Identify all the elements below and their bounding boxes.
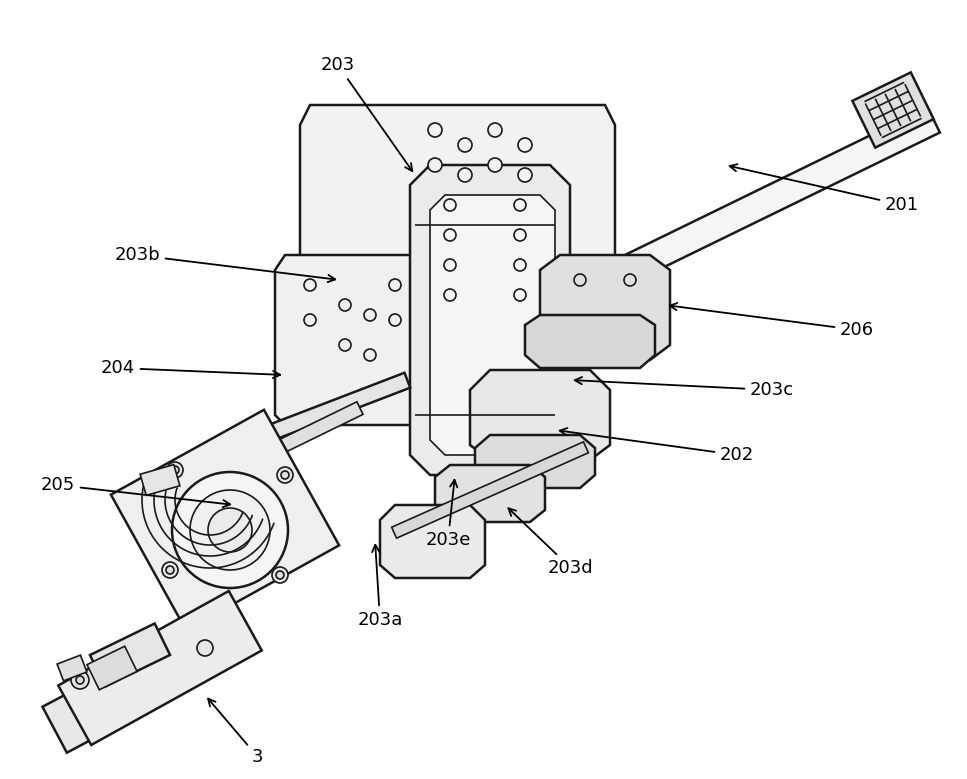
- Circle shape: [444, 259, 456, 271]
- Polygon shape: [435, 465, 545, 522]
- Polygon shape: [260, 373, 410, 443]
- Circle shape: [444, 289, 456, 301]
- Circle shape: [574, 324, 586, 336]
- Circle shape: [304, 314, 316, 326]
- Polygon shape: [267, 402, 363, 458]
- Circle shape: [514, 199, 526, 211]
- Circle shape: [272, 567, 288, 583]
- Text: 203c: 203c: [574, 377, 794, 399]
- Text: 203a: 203a: [358, 545, 402, 629]
- Polygon shape: [470, 370, 610, 460]
- Circle shape: [624, 324, 636, 336]
- Circle shape: [518, 138, 532, 152]
- Circle shape: [208, 508, 252, 552]
- Text: 203: 203: [321, 56, 412, 171]
- Circle shape: [574, 274, 586, 286]
- Circle shape: [389, 314, 401, 326]
- Text: 206: 206: [670, 303, 874, 339]
- Text: 203d: 203d: [509, 509, 594, 577]
- Polygon shape: [58, 591, 262, 745]
- Polygon shape: [57, 655, 87, 681]
- Circle shape: [166, 566, 174, 574]
- Text: 204: 204: [101, 359, 280, 378]
- Circle shape: [514, 229, 526, 241]
- Text: 205: 205: [41, 476, 230, 507]
- Polygon shape: [43, 637, 197, 753]
- Circle shape: [364, 309, 376, 321]
- Text: 202: 202: [560, 428, 754, 464]
- Circle shape: [514, 289, 526, 301]
- Polygon shape: [140, 464, 180, 495]
- Circle shape: [488, 158, 502, 172]
- Circle shape: [428, 123, 442, 137]
- Polygon shape: [430, 195, 555, 455]
- Circle shape: [76, 676, 84, 684]
- Polygon shape: [410, 165, 570, 475]
- Circle shape: [444, 229, 456, 241]
- Circle shape: [389, 279, 401, 291]
- Circle shape: [458, 168, 472, 182]
- Polygon shape: [550, 108, 940, 316]
- Circle shape: [624, 274, 636, 286]
- Circle shape: [171, 466, 179, 474]
- Polygon shape: [275, 255, 430, 425]
- Polygon shape: [90, 623, 170, 686]
- Polygon shape: [475, 435, 595, 488]
- Text: 203b: 203b: [114, 246, 336, 282]
- Circle shape: [162, 562, 178, 578]
- Polygon shape: [852, 72, 933, 147]
- Polygon shape: [87, 647, 137, 689]
- Circle shape: [197, 640, 213, 656]
- Polygon shape: [525, 315, 655, 368]
- Circle shape: [339, 339, 351, 351]
- Circle shape: [518, 168, 532, 182]
- Circle shape: [71, 671, 89, 689]
- Circle shape: [339, 299, 351, 311]
- Text: 201: 201: [730, 164, 919, 214]
- Circle shape: [364, 349, 376, 361]
- Polygon shape: [310, 280, 420, 395]
- Text: 3: 3: [208, 699, 263, 766]
- Circle shape: [514, 259, 526, 271]
- Circle shape: [444, 199, 456, 211]
- Circle shape: [167, 462, 183, 478]
- Circle shape: [277, 467, 293, 483]
- Circle shape: [276, 571, 284, 579]
- Circle shape: [458, 138, 472, 152]
- Text: 203e: 203e: [425, 480, 471, 549]
- Polygon shape: [380, 505, 485, 578]
- Circle shape: [281, 471, 289, 479]
- Circle shape: [428, 158, 442, 172]
- Polygon shape: [300, 105, 615, 395]
- Circle shape: [172, 472, 288, 588]
- Polygon shape: [392, 442, 588, 538]
- Polygon shape: [111, 410, 339, 630]
- Circle shape: [190, 490, 270, 570]
- Circle shape: [304, 279, 316, 291]
- Polygon shape: [540, 255, 670, 360]
- Circle shape: [488, 123, 502, 137]
